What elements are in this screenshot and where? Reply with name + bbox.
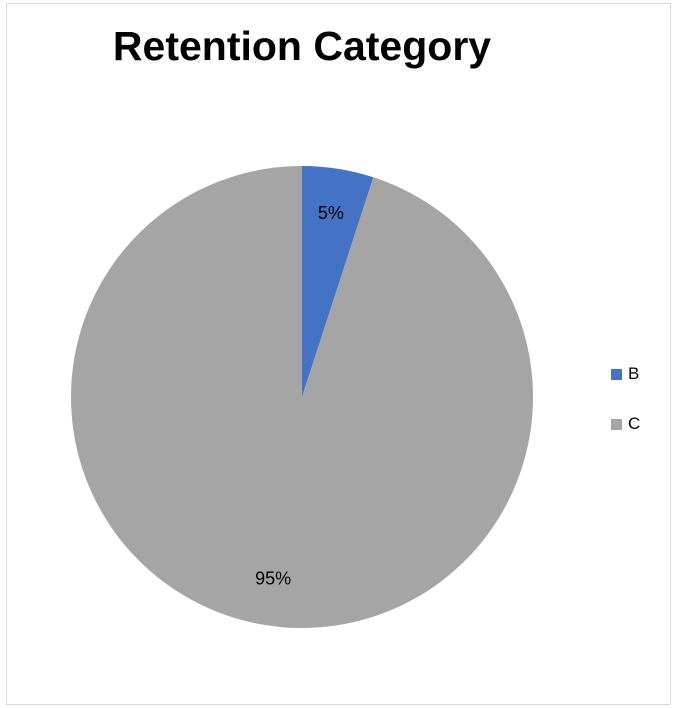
data-label-b: 5% (318, 203, 344, 223)
pie-chart: 5% 95% (71, 166, 534, 629)
legend-label-c: C (628, 414, 641, 433)
legend-swatch-b (611, 368, 622, 380)
pie-slices (71, 166, 534, 629)
legend-label-b: B (628, 364, 640, 383)
legend-item-c: C (611, 414, 640, 434)
pie-data-labels: 5% 95% (255, 203, 344, 588)
legend-item-b: B (611, 364, 639, 384)
pie-slice-c (71, 166, 534, 629)
pie-slice-b (302, 166, 374, 397)
chart-title: Retention Category (112, 23, 492, 69)
chart-area: Retention Category 5% 95% B C (6, 3, 671, 705)
data-label-c: 95% (255, 568, 291, 588)
legend-swatch-c (611, 418, 622, 430)
